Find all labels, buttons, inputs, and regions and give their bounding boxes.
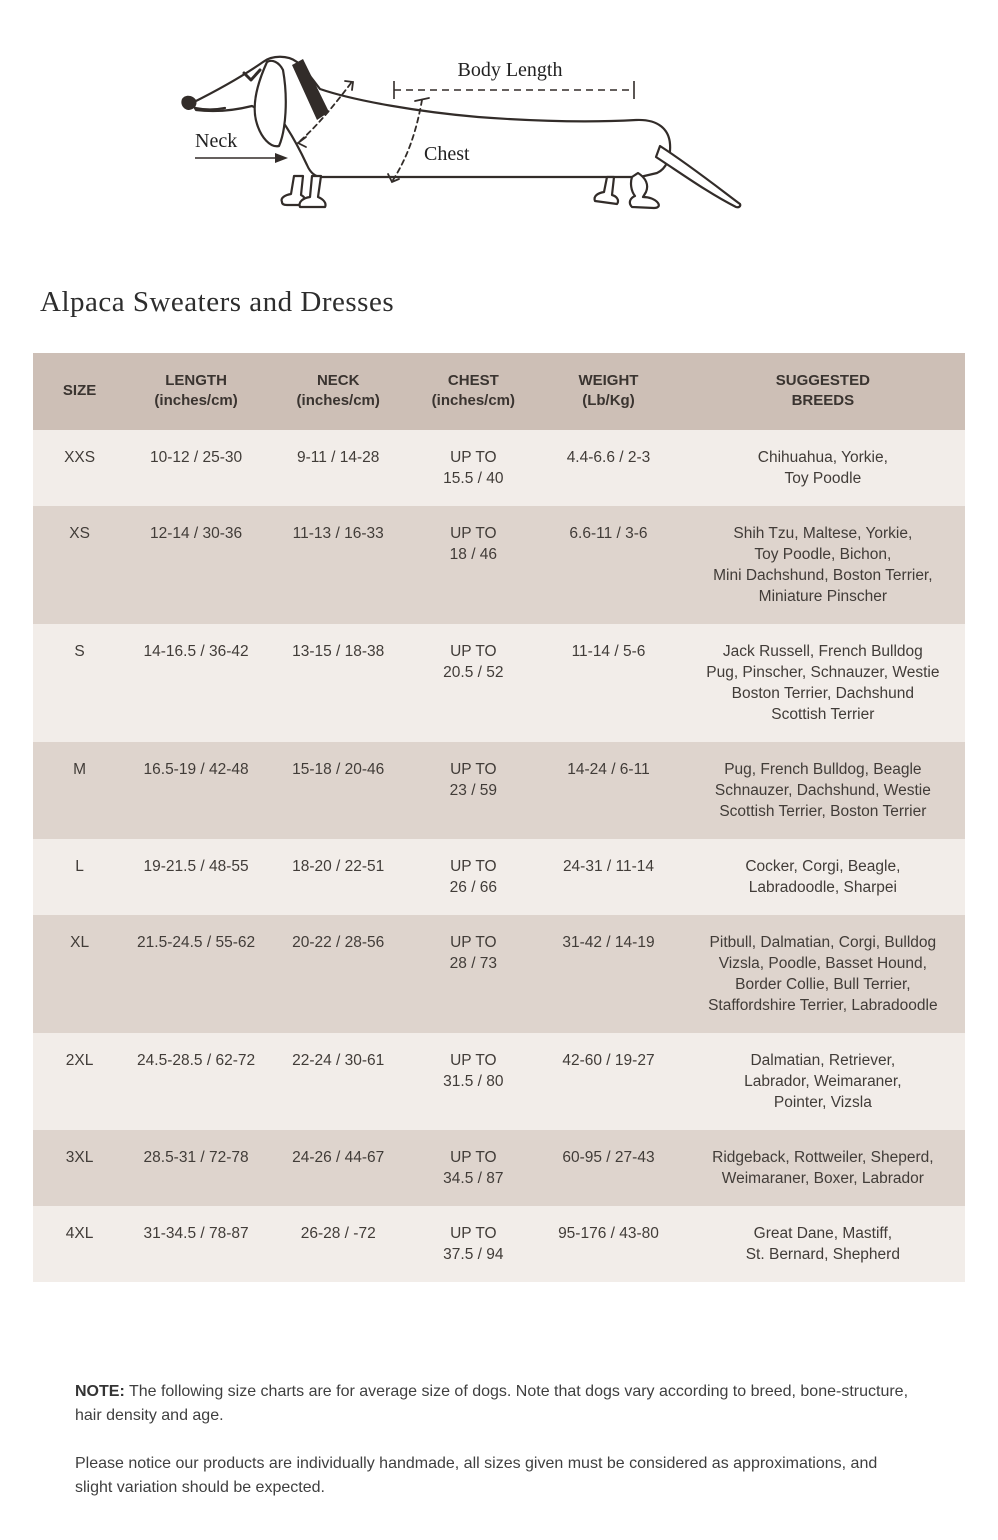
table-row: M 16.5-19 / 42-48 15-18 / 20-46 UP TO 23… <box>33 741 965 839</box>
size-guide-page: Body Length Neck Chest Alpaca Sweaters a… <box>0 0 998 1500</box>
chest-measure-arrowhead-bottom <box>387 173 400 184</box>
cell-neck: 24-26 / 44-67 <box>265 1129 411 1206</box>
cell-neck: 11-13 / 16-33 <box>265 505 411 624</box>
cell-weight: 24-31 / 11-14 <box>536 838 681 915</box>
cell-weight: 60-95 / 27-43 <box>536 1129 681 1206</box>
column-header-neck: NECK (inches/cm) <box>265 353 411 430</box>
cell-size: 3XL <box>33 1129 127 1206</box>
cell-neck: 26-28 / -72 <box>265 1205 411 1282</box>
table-row: XS 12-14 / 30-36 11-13 / 16-33 UP TO 18 … <box>33 505 965 624</box>
chest-label: Chest <box>424 143 470 165</box>
cell-neck: 15-18 / 20-46 <box>265 741 411 839</box>
dog-nose <box>181 95 197 110</box>
cell-neck: 9-11 / 14-28 <box>265 429 411 506</box>
size-table-body: XXS 10-12 / 25-30 9-11 / 14-28 UP TO 15.… <box>33 429 965 1282</box>
cell-length: 19-21.5 / 48-55 <box>126 838 266 915</box>
neck-label: Neck <box>195 130 237 152</box>
dog-mouth-line <box>193 106 227 111</box>
dog-ear <box>253 59 287 148</box>
cell-size: M <box>33 741 127 839</box>
column-header-length: LENGTH (inches/cm) <box>126 353 266 430</box>
neck-measure-arrowhead-top <box>344 80 355 91</box>
body-length-label: Body Length <box>458 59 563 81</box>
table-row: XXS 10-12 / 25-30 9-11 / 14-28 UP TO 15.… <box>33 429 965 506</box>
cell-breeds: Ridgeback, Rottweiler, Sheperd, Weimaran… <box>680 1129 965 1206</box>
neck-measure-arrowhead-bottom <box>296 136 307 148</box>
cell-breeds: Great Dane, Mastiff, St. Bernard, Shephe… <box>680 1205 965 1282</box>
dog-collar <box>292 59 329 120</box>
cell-weight: 42-60 / 19-27 <box>536 1032 681 1130</box>
cell-length: 16.5-19 / 42-48 <box>126 741 266 839</box>
cell-weight: 95-176 / 43-80 <box>536 1205 681 1282</box>
cell-breeds: Pug, French Bulldog, Beagle Schnauzer, D… <box>680 741 965 839</box>
cell-length: 12-14 / 30-36 <box>126 505 266 624</box>
cell-length: 31-34.5 / 78-87 <box>126 1205 266 1282</box>
dog-measurement-diagram: Body Length Neck Chest <box>0 0 998 250</box>
cell-chest: UP TO 26 / 66 <box>410 838 537 915</box>
cell-breeds: Cocker, Corgi, Beagle, Labradoodle, Shar… <box>680 838 965 915</box>
dog-eye <box>242 68 262 82</box>
cell-length: 21.5-24.5 / 55-62 <box>126 914 266 1033</box>
cell-chest: UP TO 20.5 / 52 <box>410 623 537 742</box>
size-chart-table: SIZE LENGTH (inches/cm) NECK (inches/cm)… <box>33 353 965 1282</box>
cell-size: 4XL <box>33 1205 127 1282</box>
dog-rear-leg-near <box>628 171 660 210</box>
cell-length: 28.5-31 / 72-78 <box>126 1129 266 1206</box>
cell-size: XL <box>33 914 127 1033</box>
cell-size: L <box>33 838 127 915</box>
dog-front-leg-near <box>298 174 327 209</box>
cell-neck: 18-20 / 22-51 <box>265 838 411 915</box>
cell-size: XXS <box>33 429 127 506</box>
cell-weight: 4.4-6.6 / 2-3 <box>536 429 681 506</box>
cell-neck: 13-15 / 18-38 <box>265 623 411 742</box>
cell-chest: UP TO 31.5 / 80 <box>410 1032 537 1130</box>
cell-length: 10-12 / 25-30 <box>126 429 266 506</box>
dog-rear-leg-far <box>593 175 620 206</box>
column-header-breeds: SUGGESTED BREEDS <box>680 353 965 430</box>
cell-chest: UP TO 34.5 / 87 <box>410 1129 537 1206</box>
handmade-note: Please notice our products are individua… <box>75 1454 887 1496</box>
cell-breeds: Dalmatian, Retriever, Labrador, Weimaran… <box>680 1032 965 1130</box>
cell-chest: UP TO 15.5 / 40 <box>410 429 537 506</box>
cell-size: 2XL <box>33 1032 127 1130</box>
cell-weight: 31-42 / 14-19 <box>536 914 681 1033</box>
cell-breeds: Chihuahua, Yorkie, Toy Poodle <box>680 429 965 506</box>
dog-tail <box>654 144 742 209</box>
table-row: 2XL 24.5-28.5 / 62-72 22-24 / 30-61 UP T… <box>33 1032 965 1130</box>
column-header-weight: WEIGHT (Lb/Kg) <box>536 353 681 430</box>
cell-weight: 6.6-11 / 3-6 <box>536 505 681 624</box>
cell-size: XS <box>33 505 127 624</box>
cell-size: S <box>33 623 127 742</box>
cell-length: 24.5-28.5 / 62-72 <box>126 1032 266 1130</box>
cell-chest: UP TO 28 / 73 <box>410 914 537 1033</box>
table-row: 3XL 28.5-31 / 72-78 24-26 / 44-67 UP TO … <box>33 1129 965 1206</box>
table-row: L 19-21.5 / 48-55 18-20 / 22-51 UP TO 26… <box>33 838 965 915</box>
chest-measure-dashed-line <box>392 99 423 181</box>
table-header-row: SIZE LENGTH (inches/cm) NECK (inches/cm)… <box>33 353 965 430</box>
cell-weight: 11-14 / 5-6 <box>536 623 681 742</box>
cell-chest: UP TO 23 / 59 <box>410 741 537 839</box>
cell-chest: UP TO 37.5 / 94 <box>410 1205 537 1282</box>
cell-breeds: Pitbull, Dalmatian, Corgi, Bulldog Vizsl… <box>680 914 965 1033</box>
cell-length: 14-16.5 / 36-42 <box>126 623 266 742</box>
notes-section: NOTE: The following size charts are for … <box>75 1380 923 1500</box>
table-row: XL 21.5-24.5 / 55-62 20-22 / 28-56 UP TO… <box>33 914 965 1033</box>
note-text: The following size charts are for averag… <box>75 1382 913 1424</box>
cell-breeds: Jack Russell, French Bulldog Pug, Pinsch… <box>680 623 965 742</box>
table-row: 4XL 31-34.5 / 78-87 26-28 / -72 UP TO 37… <box>33 1205 965 1282</box>
chest-measure-tick-top <box>414 97 430 102</box>
page-title: Alpaca Sweaters and Dresses <box>40 286 395 318</box>
dachshund-illustration: Body Length Neck Chest <box>181 55 742 210</box>
column-header-size: SIZE <box>33 353 127 430</box>
neck-pointer-arrowhead <box>275 153 288 163</box>
cell-neck: 22-24 / 30-61 <box>265 1032 411 1130</box>
cell-neck: 20-22 / 28-56 <box>265 914 411 1033</box>
cell-breeds: Shih Tzu, Maltese, Yorkie, Toy Poodle, B… <box>680 505 965 624</box>
column-header-chest: CHEST (inches/cm) <box>410 353 537 430</box>
cell-chest: UP TO 18 / 46 <box>410 505 537 624</box>
note-label: NOTE: <box>75 1382 125 1400</box>
cell-weight: 14-24 / 6-11 <box>536 741 681 839</box>
table-row: S 14-16.5 / 36-42 13-15 / 18-38 UP TO 20… <box>33 623 965 742</box>
note-paragraph: NOTE: The following size charts are for … <box>75 1380 923 1428</box>
